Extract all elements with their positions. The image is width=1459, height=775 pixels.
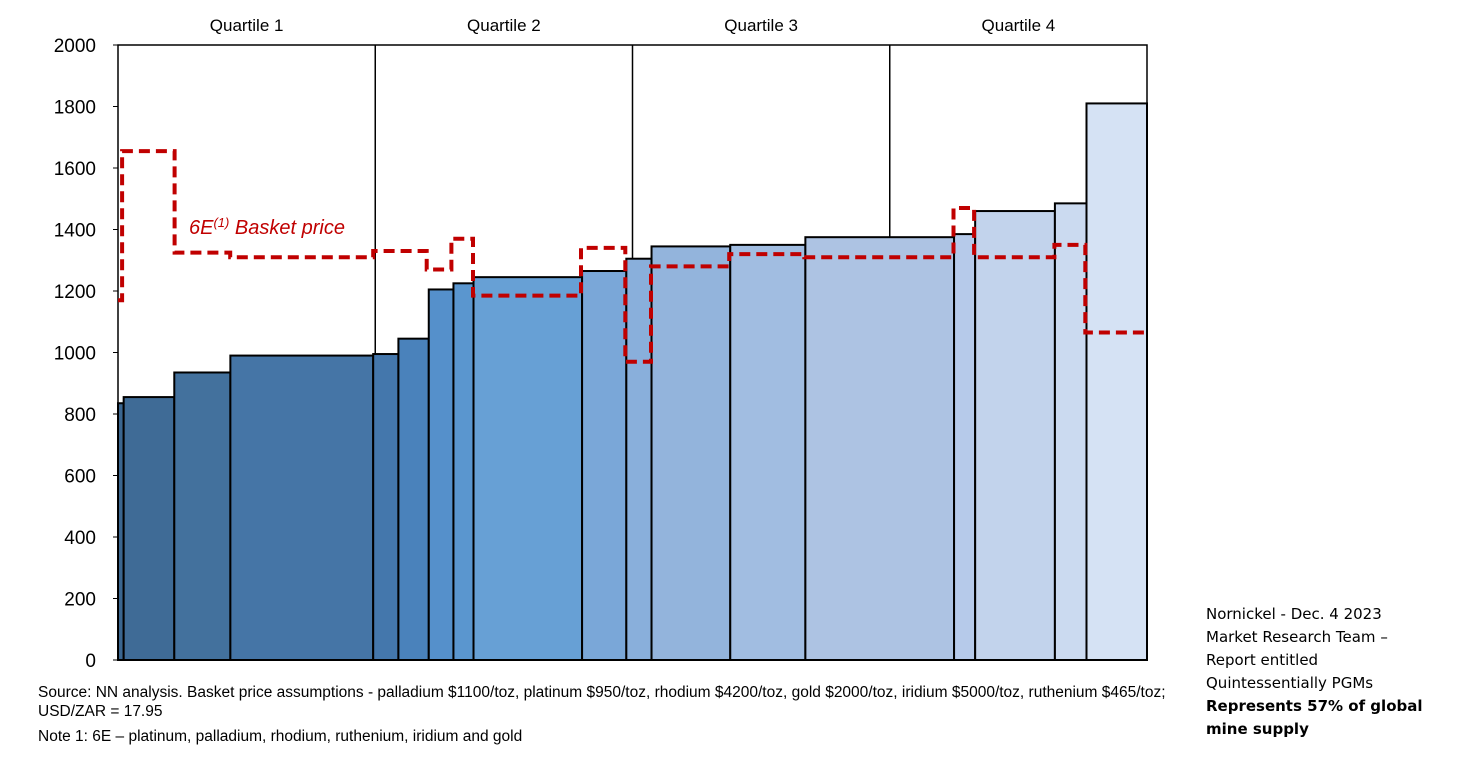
bar-6 (397, 337, 430, 661)
annotation-superscript: (1) (213, 215, 229, 230)
bar-9 (472, 276, 584, 661)
y-tick-label-1400: 1400 (54, 221, 96, 242)
quartile-label-4: Quartile 4 (982, 16, 1056, 35)
credit-line-5: Represents 57% of global mine supply (1206, 697, 1423, 738)
chart-notes: Source: NN analysis. Basket price assump… (38, 683, 1168, 752)
credit-line-4: Quintessentially PGMs (1206, 674, 1374, 692)
quartile-labels: Quartile 1 Quartile 2 Quartile 3 Quartile 4 (210, 16, 1055, 35)
bar-5 (372, 353, 400, 661)
bar-11 (625, 257, 653, 661)
y-tick-label-200: 200 (64, 590, 96, 611)
cost-curve-chart: 0 200 400 600 800 1000 1200 1400 1600 1800 2000 Qu… (54, 16, 1148, 672)
basket-price-annotation: 6E(1) Basket price (189, 215, 345, 239)
credit-block: Nornickel - Dec. 4 2023 Market Research … (1206, 603, 1456, 741)
bar-3 (173, 371, 232, 661)
basket-price-line (118, 149, 1147, 364)
credit-line-3: Report entitled (1206, 651, 1319, 669)
bar-2 (122, 396, 176, 661)
basket-price-series-1 (118, 149, 1147, 364)
bar-14 (804, 236, 956, 661)
quartile-label-1: Quartile 1 (210, 16, 284, 35)
y-tick-label-800: 800 (64, 405, 96, 426)
quartile-label-3: Quartile 3 (724, 16, 798, 35)
bar-4 (229, 354, 375, 661)
bar-12 (650, 245, 732, 661)
bar-13 (729, 243, 807, 661)
quartile-label-2: Quartile 2 (467, 16, 541, 35)
definition-note: Note 1: 6E – platinum, palladium, rhodiu… (38, 728, 523, 745)
bar-10 (581, 270, 628, 661)
y-tick-label-2000: 2000 (54, 36, 96, 57)
bar-18 (1085, 102, 1148, 662)
y-axis: 0 200 400 600 800 1000 1200 1400 1600 1800 2000 (54, 36, 118, 672)
credit-line-2: Market Research Team – (1206, 628, 1388, 646)
bar-16 (974, 210, 1056, 662)
bar-17 (1053, 202, 1088, 662)
annotation-main: 6E (189, 217, 214, 239)
y-tick-label-0: 0 (85, 651, 96, 672)
y-tick-label-400: 400 (64, 528, 96, 549)
bar-8 (452, 282, 475, 661)
annotation-rest: Basket price (229, 217, 345, 239)
y-tick-label-1000: 1000 (54, 344, 96, 365)
y-tick-label-600: 600 (64, 467, 96, 488)
cost-bars (117, 102, 1148, 662)
y-tick-label-1600: 1600 (54, 159, 96, 180)
bar-7 (427, 288, 455, 661)
bar-15 (953, 233, 977, 662)
source-note: Source: NN analysis. Basket price assump… (38, 684, 1166, 720)
y-tick-label-1800: 1800 (54, 98, 96, 119)
y-tick-label-1200: 1200 (54, 282, 96, 303)
credit-line-1: Nornickel - Dec. 4 2023 (1206, 605, 1382, 623)
